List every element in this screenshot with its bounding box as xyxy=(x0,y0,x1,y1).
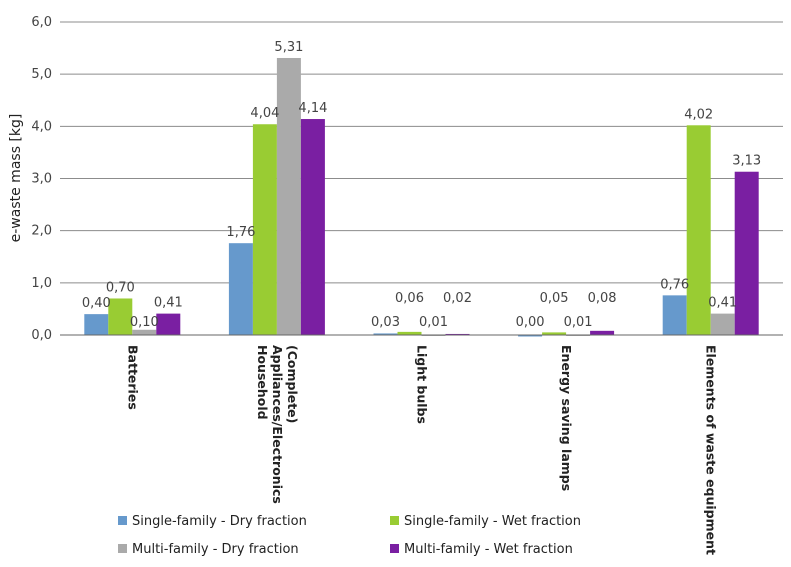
legend-swatch xyxy=(118,516,127,525)
legend-label: Single-family - Wet fraction xyxy=(404,514,581,529)
bar xyxy=(300,119,325,335)
bar xyxy=(108,298,133,335)
category-label-line: Household xyxy=(255,345,270,420)
bar xyxy=(686,125,711,335)
category-label: Light bulbs xyxy=(415,345,430,424)
bar xyxy=(590,330,615,335)
y-tick-label: 4,0 xyxy=(31,119,52,134)
data-label: 0,00 xyxy=(516,315,545,330)
category-labels: Batteries HouseholdAppliances/Electronics… xyxy=(125,345,718,555)
data-label: 4,14 xyxy=(298,101,327,116)
category-label-line: Appliances/Electronics xyxy=(270,345,285,504)
bar xyxy=(734,171,759,335)
y-tick-label: 5,0 xyxy=(31,67,52,82)
legend-label: Multi-family - Dry fraction xyxy=(132,542,299,557)
data-label: 0,40 xyxy=(82,296,111,311)
data-label: 4,04 xyxy=(250,106,279,121)
legend-swatch xyxy=(118,544,127,553)
bar xyxy=(542,332,567,335)
bar xyxy=(228,243,253,335)
y-tick-label: 0,0 xyxy=(31,328,52,343)
category-label: Batteries xyxy=(125,345,140,410)
data-label: 0,70 xyxy=(106,280,135,295)
bar xyxy=(662,295,687,335)
bar xyxy=(84,314,109,335)
y-axis-label: e-waste mass [kg] xyxy=(8,114,24,243)
bar xyxy=(710,313,735,335)
data-label: 3,13 xyxy=(732,154,761,169)
bar xyxy=(373,333,398,335)
data-label: 0,01 xyxy=(564,315,593,330)
bar xyxy=(252,124,277,335)
data-label: 0,41 xyxy=(154,296,183,311)
legend-swatch xyxy=(390,544,399,553)
y-tick-label: 1,0 xyxy=(31,276,52,291)
category-label: Energy saving lamps xyxy=(559,345,574,491)
category-label: HouseholdAppliances/Electronics(Complete… xyxy=(255,345,300,504)
legend-swatch xyxy=(390,516,399,525)
bar xyxy=(276,57,301,336)
data-label: 0,02 xyxy=(443,291,472,306)
y-tick-label: 6,0 xyxy=(31,15,52,30)
data-label: 0,06 xyxy=(395,291,424,306)
category-label-line: Light bulbs xyxy=(415,345,430,424)
bar xyxy=(156,313,181,335)
data-label: 0,01 xyxy=(419,315,448,330)
legend-label: Multi-family - Wet fraction xyxy=(404,542,573,557)
category-label-line: (Complete) xyxy=(285,345,300,423)
gridlines xyxy=(60,21,783,336)
legend: Single-family - Dry fraction Single-famil… xyxy=(118,514,581,557)
bar xyxy=(132,329,157,335)
category-label: Elements of waste equipment xyxy=(704,345,719,555)
data-label: 0,08 xyxy=(588,291,617,306)
data-labels: 0,400,70 0,10 0,41 1,76 4,04 5,31 4,14 0,03 0,06… xyxy=(82,40,761,330)
data-label: 0,76 xyxy=(660,277,689,292)
bars xyxy=(84,57,759,337)
y-axis-ticks: 0,0 1,0 2,0 3,0 4,0 5,0 6,0 xyxy=(31,15,52,343)
data-label: 4,02 xyxy=(684,107,713,122)
bar xyxy=(397,331,422,335)
legend-label: Single-family - Dry fraction xyxy=(132,514,307,529)
data-label: 0,41 xyxy=(708,296,737,311)
data-label: 1,76 xyxy=(226,225,255,240)
category-label-line: Elements of waste equipment xyxy=(704,345,719,555)
data-label: 0,05 xyxy=(540,291,569,306)
category-label-line: Energy saving lamps xyxy=(559,345,574,491)
category-label-line: Batteries xyxy=(125,345,140,410)
data-label: 0,10 xyxy=(130,315,159,330)
y-tick-label: 3,0 xyxy=(31,172,52,187)
y-tick-label: 2,0 xyxy=(31,224,52,239)
bar xyxy=(518,335,543,337)
data-label: 5,31 xyxy=(274,40,303,55)
data-label: 0,03 xyxy=(371,315,400,330)
